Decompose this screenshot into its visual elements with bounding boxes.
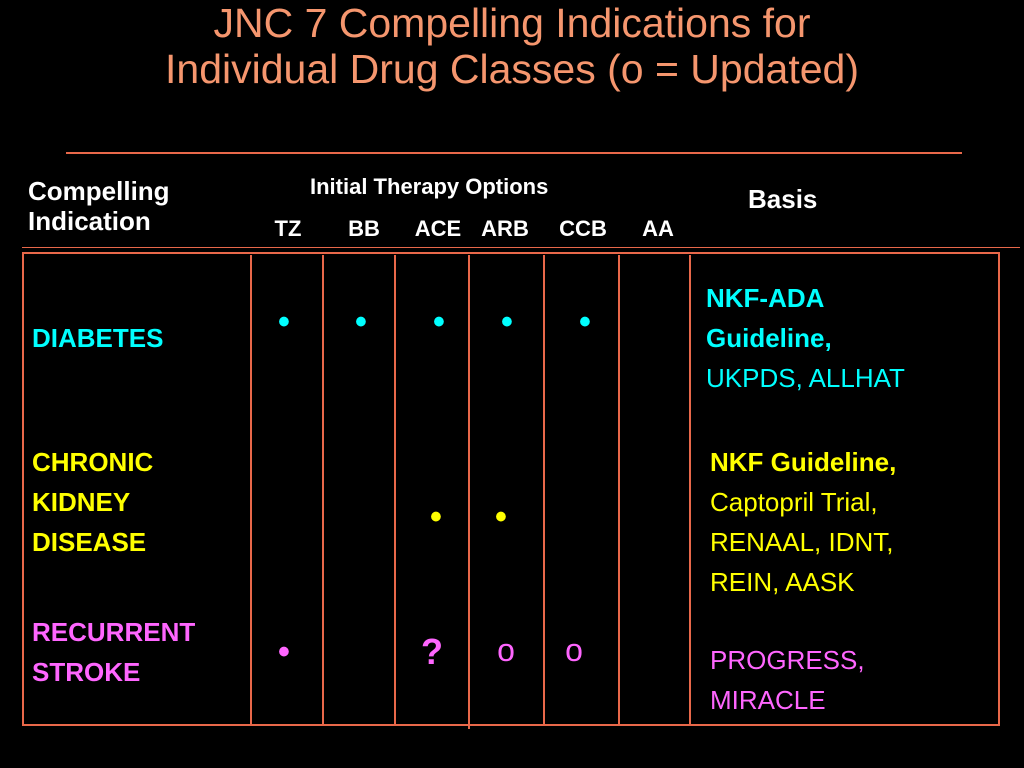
drug-class-header-ccb: CCB [559, 216, 607, 241]
uncertain-mark: ? [421, 631, 443, 672]
column-divider [468, 255, 470, 729]
basis-guideline: NKF Guideline, [710, 447, 897, 477]
basis-trial: RENAAL, IDNT, [710, 527, 894, 557]
drug-class-header-aa: AA [642, 216, 674, 241]
basis-text: NKF-ADA Guideline, UKPDS, ALLHAT [706, 278, 905, 398]
title-underline [66, 152, 962, 154]
header-divider [22, 247, 1020, 248]
basis-trial: PROGRESS, [710, 645, 865, 675]
slide-title: JNC 7 Compelling Indications for Individ… [0, 0, 1024, 92]
indications-table [22, 252, 1000, 726]
basis-trial: UKPDS, ALLHAT [706, 363, 905, 393]
basis-guideline: NKF-ADA [706, 283, 825, 313]
indication-label: RECURRENT STROKE [32, 612, 195, 692]
indication-dot: • [430, 498, 442, 536]
updated-mark: o [497, 632, 515, 668]
column-divider [618, 255, 620, 725]
basis-text: PROGRESS, MIRACLE [710, 640, 865, 720]
indication-dot: • [278, 633, 290, 671]
title-line-1: JNC 7 Compelling Indications for [213, 0, 811, 46]
indication-header-line-2: Indication [28, 206, 151, 236]
indication-dot: • [579, 303, 591, 341]
indication-header-line-1: Compelling [28, 176, 170, 206]
indication-label-line: STROKE [32, 657, 141, 687]
indication-dot: • [355, 303, 367, 341]
column-divider [322, 255, 324, 725]
indication-label: CHRONIC KIDNEY DISEASE [32, 442, 153, 562]
updated-mark: o [565, 632, 583, 668]
drug-class-header-arb: ARB [481, 216, 529, 241]
drug-class-header-tz: TZ [274, 216, 302, 241]
column-divider [689, 255, 691, 725]
indication-label-line: DISEASE [32, 527, 147, 557]
indication-label-line: KIDNEY [32, 487, 131, 517]
basis-text: NKF Guideline, Captopril Trial, RENAAL, ID… [710, 442, 896, 602]
basis-trial: REIN, AASK [710, 567, 855, 597]
indication-dot: • [433, 303, 445, 341]
therapy-header: Initial Therapy Options [310, 174, 549, 199]
indication-dot: • [495, 498, 507, 536]
indication-label-line: DIABETES [32, 323, 164, 353]
indication-dot: • [501, 303, 513, 341]
basis-header: Basis [748, 184, 818, 214]
column-divider [543, 255, 545, 725]
basis-trial: MIRACLE [710, 685, 826, 715]
indication-label-line: CHRONIC [32, 447, 154, 477]
column-divider [250, 255, 252, 725]
drug-class-header-bb: BB [348, 216, 380, 241]
title-line-2: Individual Drug Classes (o = Updated) [165, 46, 859, 92]
indication-label: DIABETES [32, 318, 163, 358]
basis-trial: Captopril Trial, [710, 487, 878, 517]
indication-header: Compelling Indication [28, 176, 170, 236]
basis-guideline: Guideline, [706, 323, 832, 353]
indication-label-line: RECURRENT [32, 617, 196, 647]
column-divider [394, 255, 396, 725]
drug-class-header-ace: ACE [414, 216, 462, 241]
indication-dot: • [278, 303, 290, 341]
